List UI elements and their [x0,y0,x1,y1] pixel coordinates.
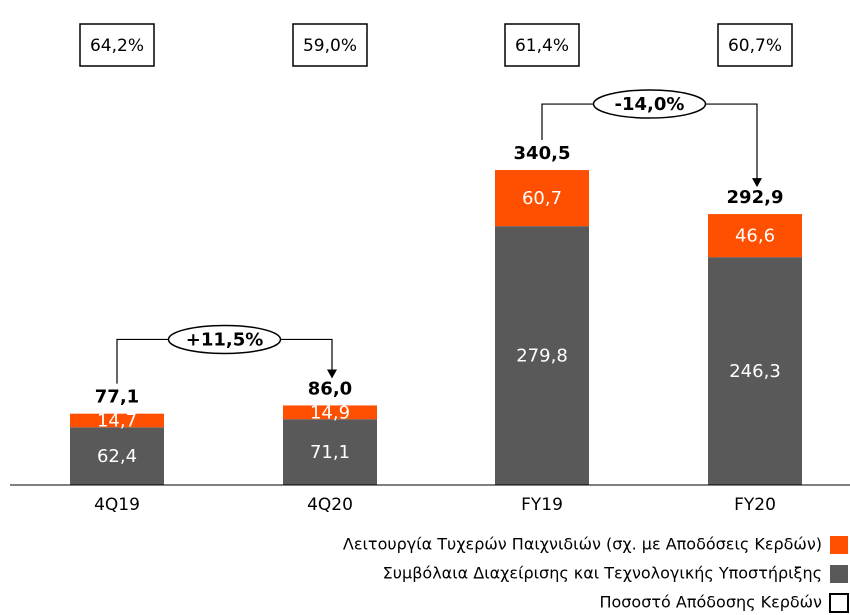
legend-label: Λειτουργία Τυχερών Παιχνιδιών (σχ. με Απ… [343,535,822,554]
annotation-oval [167,324,282,355]
bar-segment [708,257,802,485]
bar-segment [283,419,377,485]
bar-segment [70,427,164,485]
ratio-box [717,23,793,67]
bar-segment [495,170,589,227]
ratio-label: 60,7% [728,36,782,56]
total-label: 292,9 [727,187,784,208]
value-label: 246,3 [729,361,781,382]
value-label: 279,8 [516,346,568,367]
bar-segment [495,226,589,485]
legend-label: Ποσοστό Απόδοσης Κερδών [599,593,822,612]
bar-segment [708,214,802,258]
x-tick-label: 4Q19 [94,495,140,515]
ratio-box [292,23,368,67]
x-tick-label: FY19 [521,495,563,515]
bar-segment [70,413,164,428]
ratio-label: 64,2% [90,36,144,56]
value-label: 71,1 [310,442,350,463]
x-tick-label: 4Q20 [307,495,353,515]
value-label: 60,7 [522,188,562,209]
value-label: 46,6 [735,226,775,247]
legend-swatch [830,565,848,583]
value-label: 14,7 [97,410,137,431]
legend-label: Συμβόλαια Διαχείρισης και Τεχνολογικής Υ… [383,564,822,583]
total-label: 340,5 [514,143,571,164]
legend-swatch [830,536,848,554]
bar-segment [283,405,377,420]
ratio-label: 59,0% [303,36,357,56]
x-tick-label: FY20 [734,495,776,515]
legend-swatch [829,593,849,613]
annotation-text: +11,5% [186,329,264,350]
value-label: 62,4 [97,446,137,467]
value-label: 14,9 [310,402,350,423]
annotation-oval [592,89,707,119]
ratio-box [504,23,580,67]
arrow-head [327,369,337,379]
arrow-head [752,178,762,188]
total-label: 86,0 [308,378,352,399]
ratio-label: 61,4% [515,36,569,56]
total-label: 77,1 [95,387,139,408]
annotation-text: -14,0% [615,94,685,115]
ratio-box [79,23,155,67]
